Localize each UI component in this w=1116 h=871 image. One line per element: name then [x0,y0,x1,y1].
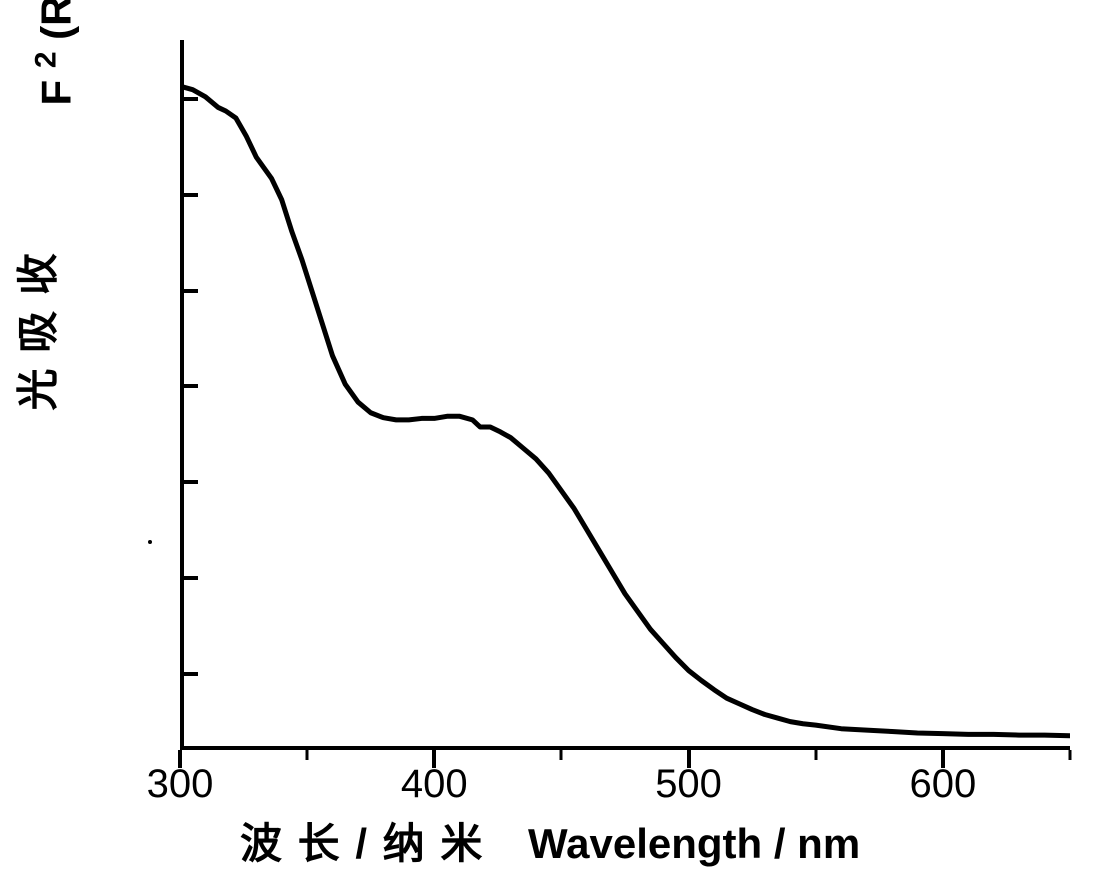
y-label-r: (R) [33,0,80,40]
x-tick-label: 400 [401,762,468,807]
x-tick-label: 600 [909,762,976,807]
x-axis-label: 波 长 / 纳 米 Wavelength / nm [240,810,860,871]
absorption-curve [180,40,1070,750]
chart-container: 光 吸 收 F 2 (R) 波 长 / 纳 米 Wavelength / nm … [0,0,1116,859]
x-label-en: Wavelength / nm [528,820,860,867]
x-tick-label: 500 [655,762,722,807]
y-label-sup: 2 [30,51,63,68]
x-tick-label: 300 [147,762,214,807]
x-label-cn: 波 长 / 纳 米 [240,820,484,867]
y-axis-label-f2r: F 2 (R) [30,0,81,106]
stray-dot [148,540,152,544]
y-label-f: F [33,80,80,106]
x-tick-minor [560,750,563,760]
x-tick-minor [306,750,309,760]
y-axis-label-cn: 光 吸 收 [5,251,66,410]
x-tick-minor [814,750,817,760]
curve-path [180,86,1070,736]
x-tick-minor [1069,750,1072,760]
